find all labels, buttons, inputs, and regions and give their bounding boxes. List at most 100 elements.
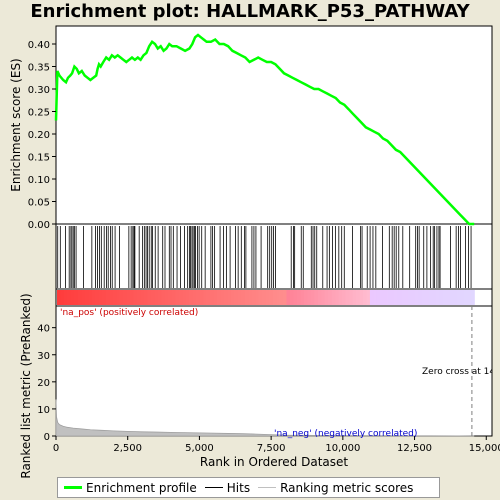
colorbar-segment (289, 290, 295, 305)
colorbar-segment (331, 290, 336, 305)
colorbar-segment (394, 290, 399, 305)
x-tick-label: 2,500 (113, 443, 142, 454)
colorbar-segment (88, 290, 93, 305)
colorbar-segment (380, 290, 385, 305)
colorbar-segment (369, 290, 374, 305)
colorbar-segment (397, 290, 402, 305)
enrichment-profile-line (54, 33, 475, 226)
rank-colorbar (57, 290, 475, 305)
colorbar-segment (366, 290, 371, 305)
colorbar-segment (463, 290, 468, 305)
hit-marks (57, 226, 472, 288)
legend-item-metric: Ranking metric scores (258, 481, 413, 495)
es-y-tick-label: 0.05 (28, 198, 50, 209)
colorbar-segment (182, 290, 187, 305)
legend-swatch-hits (204, 487, 223, 488)
colorbar-segment (234, 290, 239, 305)
colorbar-segment (57, 290, 62, 305)
colorbar-segment (432, 290, 437, 305)
colorbar-segment (279, 290, 284, 305)
colorbar-segment (164, 290, 169, 305)
colorbar-segment (102, 290, 107, 305)
colorbar-segment (467, 290, 472, 305)
x-tick-label: 10,000 (325, 443, 360, 454)
colorbar-segment (63, 290, 69, 305)
colorbar-segment (178, 290, 183, 305)
colorbar-segment (74, 290, 79, 305)
colorbar-segment (230, 290, 235, 305)
colorbar-segment (126, 290, 131, 305)
colorbar-segment (140, 290, 145, 305)
es-y-tick-label: 0.00 (28, 220, 50, 231)
colorbar-segment (338, 290, 343, 305)
pos-correlated-label: 'na_pos' (positively correlated) (60, 308, 198, 318)
colorbar-segment (314, 290, 319, 305)
colorbar-segment (310, 290, 315, 305)
chart-title: Enrichment plot: HALLMARK_P53_PATHWAY (30, 1, 470, 22)
colorbar-segment (456, 290, 461, 305)
colorbar-segment (189, 290, 194, 305)
colorbar-segment (435, 290, 441, 305)
axes: 0.00 0.05 0.10 0.15 0.20 0.25 0.30 0.35 0.40 0 10 2… (28, 40, 500, 454)
colorbar-segment (251, 290, 256, 305)
colorbar-segment (203, 290, 208, 305)
colorbar-segment (442, 290, 448, 305)
colorbar-segment (223, 290, 228, 305)
colorbar-segment (429, 290, 434, 305)
metric-y-tick-label: 30 (37, 351, 50, 362)
colorbar-segment (109, 290, 114, 305)
colorbar-segment (147, 290, 152, 305)
colorbar-segment (449, 290, 454, 305)
colorbar-segment (60, 290, 65, 305)
colorbar-segment (296, 290, 301, 305)
colorbar-segment (293, 290, 298, 305)
neg-correlated-label: 'na_neg' (negatively correlated) (274, 429, 417, 439)
colorbar-segment (216, 290, 222, 305)
colorbar-segment (328, 290, 333, 305)
x-tick-label: 5,000 (185, 443, 214, 454)
colorbar-segment (269, 290, 274, 305)
es-y-tick-label: 0.15 (28, 153, 50, 164)
colorbar-segment (356, 290, 361, 305)
metric-area (55, 399, 475, 437)
colorbar-segment (404, 290, 409, 305)
colorbar-segment (91, 290, 96, 305)
colorbar-segment (359, 290, 364, 305)
colorbar-segment (199, 290, 204, 305)
colorbar-segment (460, 290, 465, 305)
colorbar-segment (418, 290, 423, 305)
metric-panel (55, 305, 493, 437)
es-y-tick-label: 0.25 (28, 108, 50, 119)
colorbar-segment (401, 290, 406, 305)
colorbar-segment (112, 290, 117, 305)
colorbar-segment (133, 290, 138, 305)
colorbar-segment (206, 290, 211, 305)
colorbar-segment (303, 290, 308, 305)
colorbar-segment (123, 290, 128, 305)
colorbar-segment (213, 290, 218, 305)
legend: Enrichment profile Hits Ranking metric s… (57, 477, 440, 498)
colorbar-segment (98, 290, 103, 305)
colorbar-segment (446, 290, 451, 305)
metric-y-tick-label: 0 (44, 432, 50, 443)
colorbar-segment (157, 290, 162, 305)
colorbar-segment (387, 290, 392, 305)
colorbar-segment (272, 290, 277, 305)
legend-label-metric: Ranking metric scores (280, 480, 414, 495)
colorbar-segment (470, 290, 475, 305)
colorbar-segment (130, 290, 135, 305)
x-axis-label: Rank in Ordered Dataset (200, 455, 348, 469)
x-tick-label: 7,500 (257, 443, 286, 454)
colorbar-segment (383, 290, 388, 305)
colorbar-segment (362, 290, 368, 305)
colorbar-segment (300, 290, 305, 305)
colorbar-segment (241, 290, 246, 305)
colorbar-segment (227, 290, 232, 305)
colorbar-segment (119, 290, 124, 305)
colorbar-segment (237, 290, 242, 305)
colorbar-segment (415, 290, 420, 305)
colorbar-segment (81, 290, 86, 305)
colorbar-segment (422, 290, 427, 305)
es-y-tick-label: 0.20 (28, 130, 50, 141)
